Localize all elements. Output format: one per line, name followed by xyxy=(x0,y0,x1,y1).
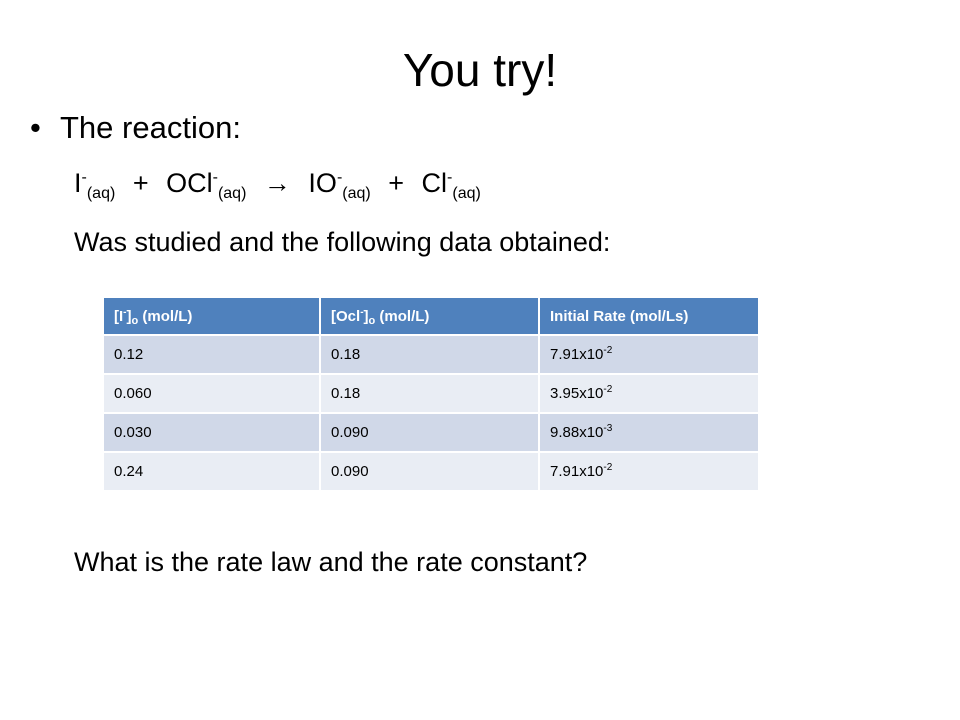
cell-hypochlorite: 0.18 xyxy=(320,374,540,414)
header-iodide-concentration: [I-]o (mol/L) xyxy=(104,298,321,336)
slide-title: You try! xyxy=(402,44,558,96)
bullet-dot-icon: • xyxy=(30,110,41,145)
reactant-iodide: I-(aq) xyxy=(74,168,116,202)
cell-iodide: 0.030 xyxy=(104,413,321,453)
header-initial-rate: Initial Rate (mol/Ls) xyxy=(539,298,760,336)
table-row: 0.030 0.090 9.88x10-3 xyxy=(104,413,760,453)
question-text: What is the rate law and the rate consta… xyxy=(74,547,588,577)
bullet-reaction: • The reaction: xyxy=(30,106,241,150)
cell-iodide: 0.060 xyxy=(104,374,321,414)
table-row: 0.12 0.18 7.91x10-2 xyxy=(104,335,760,375)
plus-sign: + xyxy=(388,168,405,198)
studied-text: Was studied and the following data obtai… xyxy=(74,227,611,257)
cell-hypochlorite: 0.090 xyxy=(320,413,540,453)
reaction-equation: I-(aq) + OCl-(aq) → IO-(aq) + Cl-(aq) xyxy=(74,163,481,203)
cell-hypochlorite: 0.18 xyxy=(320,335,540,375)
reaction-arrow-icon: → xyxy=(263,168,291,198)
cell-rate: 9.88x10-3 xyxy=(539,413,760,453)
table-header-row: [I-]o (mol/L) [Ocl-]o (mol/L) Initial Ra… xyxy=(104,298,760,336)
product-chloride: Cl-(aq) xyxy=(421,168,481,202)
cell-iodide: 0.12 xyxy=(104,335,321,375)
cell-hypochlorite: 0.090 xyxy=(320,452,540,492)
rate-data-table: [I-]o (mol/L) [Ocl-]o (mol/L) Initial Ra… xyxy=(104,298,760,492)
cell-rate: 7.91x10-2 xyxy=(539,452,760,492)
cell-rate: 3.95x10-2 xyxy=(539,374,760,414)
table-row: 0.060 0.18 3.95x10-2 xyxy=(104,374,760,414)
plus-sign: + xyxy=(132,168,149,198)
header-hypochlorite-concentration: [Ocl-]o (mol/L) xyxy=(320,298,540,336)
cell-rate: 7.91x10-2 xyxy=(539,335,760,375)
cell-iodide: 0.24 xyxy=(104,452,321,492)
table-row: 0.24 0.090 7.91x10-2 xyxy=(104,452,760,492)
reactant-hypochlorite: OCl-(aq) xyxy=(166,168,247,202)
bullet-text: The reaction: xyxy=(60,110,241,145)
product-hypoiodite: IO-(aq) xyxy=(308,168,371,202)
